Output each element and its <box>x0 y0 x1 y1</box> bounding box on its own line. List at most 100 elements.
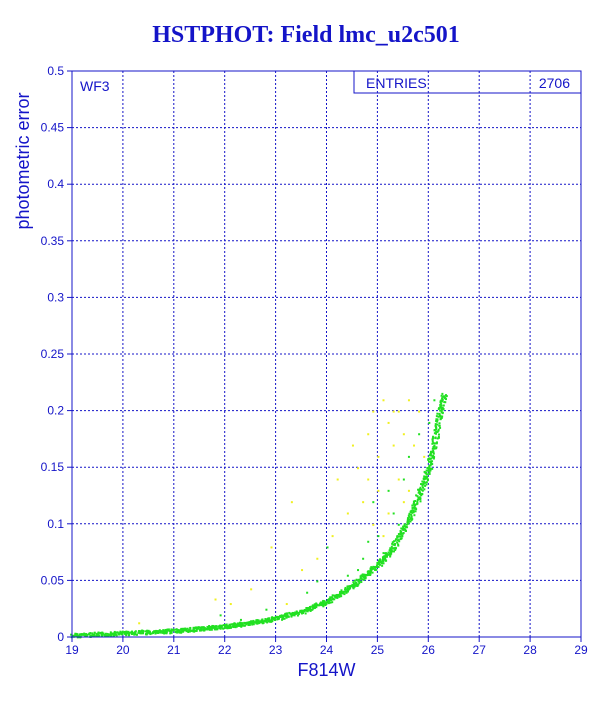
data-point <box>433 447 436 450</box>
data-point <box>312 606 315 609</box>
data-point <box>219 626 222 629</box>
x-tick-label: 25 <box>371 643 385 657</box>
data-point <box>411 511 414 514</box>
data-point <box>405 523 408 526</box>
data-point <box>381 564 384 567</box>
data-point <box>428 464 431 467</box>
data-point <box>85 633 88 636</box>
data-point <box>368 570 371 573</box>
data-point <box>351 444 354 447</box>
data-point <box>294 612 297 615</box>
data-point <box>285 615 288 618</box>
data-point <box>290 501 293 504</box>
data-point <box>96 634 99 637</box>
data-point <box>336 596 339 599</box>
data-point <box>443 401 446 404</box>
data-point <box>185 629 188 632</box>
data-point <box>411 507 414 510</box>
data-point <box>397 535 400 538</box>
data-point <box>187 631 190 634</box>
data-point <box>386 553 389 556</box>
data-point <box>355 583 358 586</box>
y-tick-label: 0.5 <box>47 64 64 78</box>
data-point <box>382 555 385 558</box>
data-point <box>436 423 439 426</box>
data-point <box>419 500 422 503</box>
data-point <box>399 531 402 534</box>
data-point <box>81 633 84 636</box>
y-tick-label: 0.35 <box>41 234 65 248</box>
data-point <box>245 623 248 626</box>
data-point <box>257 619 260 622</box>
data-point <box>402 433 405 436</box>
data-point <box>441 392 444 395</box>
stats-box <box>353 70 582 94</box>
data-point <box>410 517 413 520</box>
data-point <box>371 566 374 569</box>
data-point <box>119 632 122 635</box>
x-tick-label: 27 <box>473 643 487 657</box>
data-point <box>438 422 441 425</box>
data-point <box>91 632 94 635</box>
data-point <box>378 562 381 565</box>
data-point <box>445 395 448 398</box>
data-point <box>437 433 440 436</box>
data-point <box>208 625 211 628</box>
data-point <box>233 622 236 625</box>
data-point <box>334 594 337 597</box>
data-point <box>393 547 396 550</box>
data-point <box>425 477 428 480</box>
data-point <box>342 592 345 595</box>
data-point <box>127 632 130 635</box>
data-point <box>119 630 122 633</box>
data-point <box>381 558 384 561</box>
data-point <box>388 549 391 552</box>
data-point <box>287 615 290 618</box>
data-point <box>108 633 111 636</box>
data-point <box>382 552 385 555</box>
data-point <box>402 478 405 481</box>
data-point <box>260 621 263 624</box>
data-point <box>441 398 444 401</box>
data-point <box>133 631 136 634</box>
data-point <box>185 630 188 633</box>
data-point <box>419 493 422 496</box>
data-point <box>254 621 257 624</box>
data-point <box>437 435 440 438</box>
data-point <box>408 513 411 516</box>
data-point <box>441 415 444 418</box>
data-point <box>394 539 397 542</box>
data-point <box>109 631 112 634</box>
data-point <box>416 500 419 503</box>
data-point <box>440 402 443 405</box>
data-point <box>433 445 436 448</box>
data-point <box>408 515 411 518</box>
data-point <box>319 601 322 604</box>
data-point <box>211 625 214 628</box>
data-point <box>169 632 172 635</box>
data-point <box>309 608 312 611</box>
data-point <box>399 530 402 533</box>
data-point <box>441 412 444 415</box>
data-point <box>156 631 159 634</box>
data-point <box>421 480 424 483</box>
data-point <box>191 629 194 632</box>
data-point <box>340 590 343 593</box>
data-point <box>380 560 383 563</box>
x-tick-label: 19 <box>65 643 79 657</box>
data-point <box>202 626 205 629</box>
data-point <box>376 565 379 568</box>
data-point <box>410 515 413 518</box>
data-point <box>363 577 366 580</box>
data-point <box>420 488 423 491</box>
data-point <box>267 617 270 620</box>
data-point <box>394 542 397 545</box>
data-point <box>89 632 92 635</box>
data-point <box>117 632 120 635</box>
data-point <box>387 421 390 424</box>
data-point <box>215 625 218 628</box>
data-point <box>346 574 349 577</box>
data-point <box>397 410 400 413</box>
data-point <box>392 444 395 447</box>
data-point <box>332 594 335 597</box>
